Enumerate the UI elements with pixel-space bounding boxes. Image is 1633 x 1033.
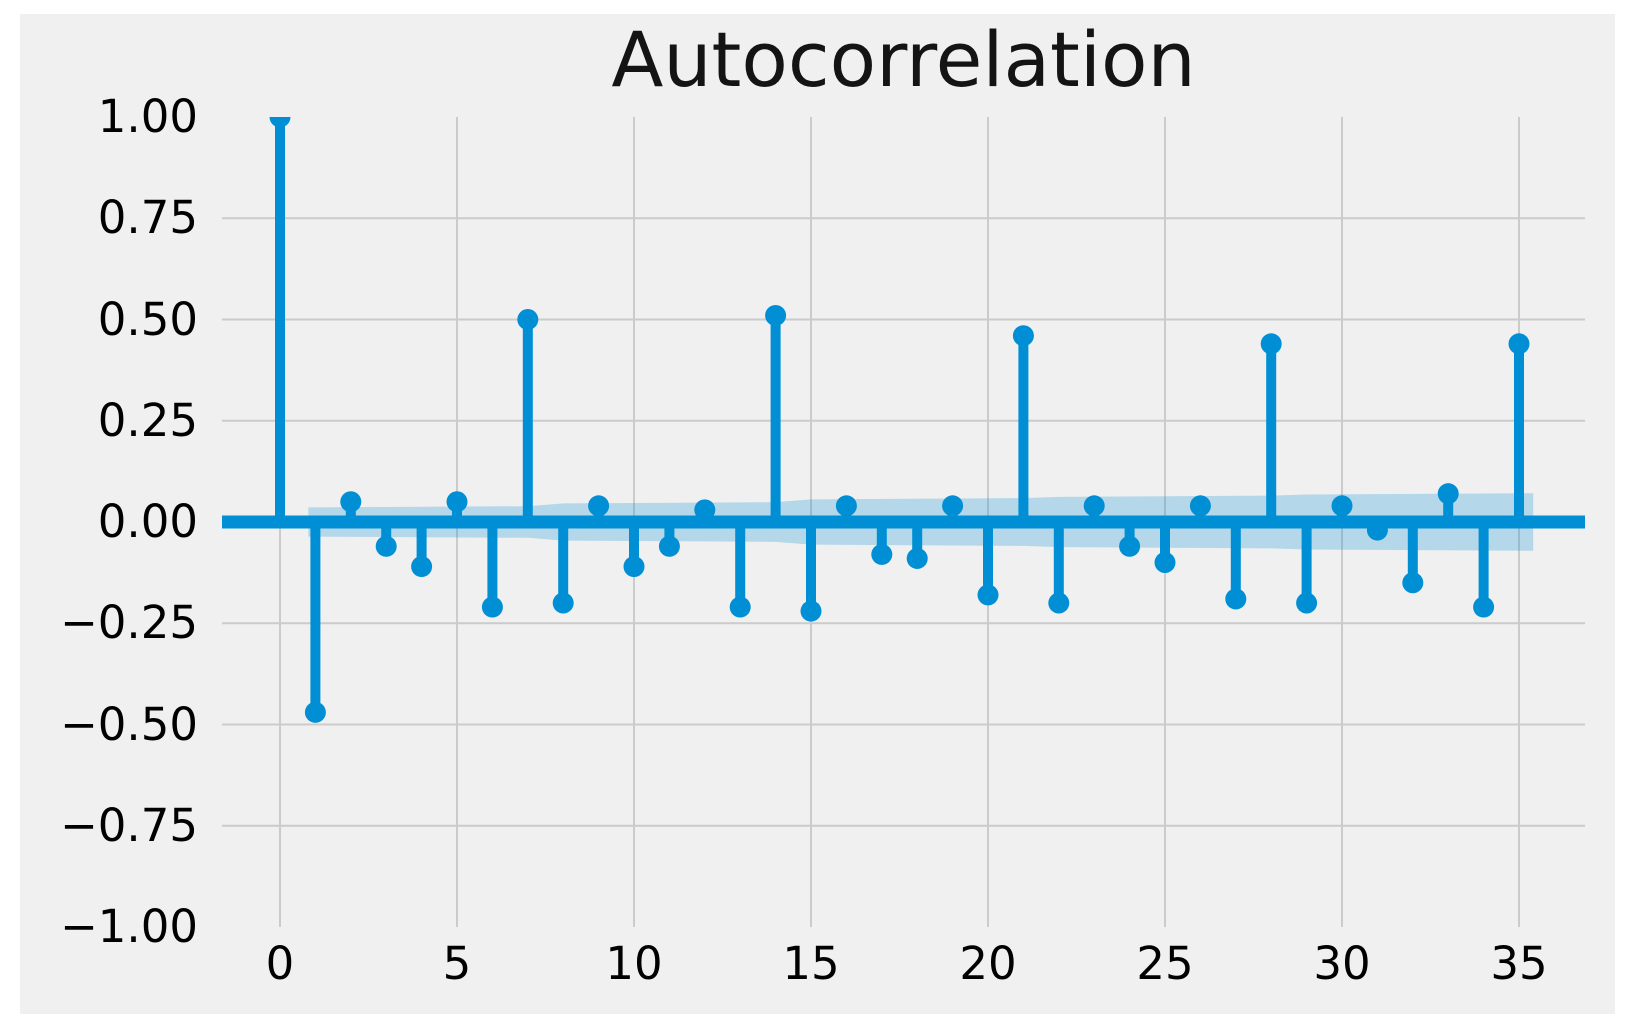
acf-figure: Autocorrelation 1.00 0.75 0.50 0.25 0.00 −0.2… bbox=[20, 14, 1615, 1014]
x-tick-label-5: 5 bbox=[443, 936, 472, 992]
x-tick-label-25: 25 bbox=[1136, 936, 1193, 992]
y-tick-label--0.25: −0.25 bbox=[60, 595, 198, 651]
x-tick-label-0: 0 bbox=[266, 936, 295, 992]
y-tick-label-0: 0.00 bbox=[98, 494, 198, 550]
x-tick-label-30: 30 bbox=[1313, 936, 1370, 992]
acf-marker-lag-25 bbox=[1155, 552, 1176, 573]
acf-marker-lag-15 bbox=[801, 601, 822, 622]
acf-marker-lag-16 bbox=[836, 495, 857, 516]
acf-marker-lag-29 bbox=[1296, 593, 1317, 614]
y-tick-label-0.5: 0.50 bbox=[98, 292, 198, 348]
chart-title: Autocorrelation bbox=[222, 18, 1585, 102]
acf-marker-lag-35 bbox=[1509, 333, 1530, 354]
y-tick-label-0.75: 0.75 bbox=[98, 190, 198, 246]
x-tick-label-20: 20 bbox=[959, 936, 1016, 992]
acf-marker-lag-13 bbox=[730, 597, 751, 618]
acf-marker-lag-33 bbox=[1438, 483, 1459, 504]
acf-marker-lag-9 bbox=[588, 495, 609, 516]
acf-marker-lag-4 bbox=[411, 556, 432, 577]
acf-marker-lag-19 bbox=[942, 495, 963, 516]
acf-marker-lag-3 bbox=[376, 536, 397, 557]
y-tick-label-1: 1.00 bbox=[98, 89, 198, 145]
acf-marker-lag-27 bbox=[1225, 588, 1246, 609]
acf-marker-lag-1 bbox=[305, 702, 326, 723]
acf-marker-lag-21 bbox=[1013, 325, 1034, 346]
acf-marker-lag-18 bbox=[907, 548, 928, 569]
x-tick-label-10: 10 bbox=[605, 936, 662, 992]
y-tick-label--0.5: −0.50 bbox=[60, 697, 198, 753]
acf-marker-lag-23 bbox=[1084, 495, 1105, 516]
acf-marker-lag-11 bbox=[659, 536, 680, 557]
acf-marker-lag-32 bbox=[1402, 572, 1423, 593]
acf-plot-canvas bbox=[222, 117, 1585, 927]
acf-marker-lag-22 bbox=[1048, 593, 1069, 614]
acf-marker-lag-17 bbox=[871, 544, 892, 565]
y-tick-label--0.75: −0.75 bbox=[60, 798, 198, 854]
acf-marker-lag-2 bbox=[340, 491, 361, 512]
acf-marker-lag-30 bbox=[1332, 495, 1353, 516]
plot-area bbox=[222, 117, 1585, 927]
acf-marker-lag-0 bbox=[270, 117, 291, 128]
acf-marker-lag-10 bbox=[624, 556, 645, 577]
acf-marker-lag-7 bbox=[517, 309, 538, 330]
y-tick-label--1: −1.00 bbox=[60, 899, 198, 955]
x-tick-label-35: 35 bbox=[1490, 936, 1547, 992]
x-tick-label-15: 15 bbox=[782, 936, 839, 992]
y-tick-label-0.25: 0.25 bbox=[98, 393, 198, 449]
acf-marker-lag-14 bbox=[765, 305, 786, 326]
acf-marker-lag-28 bbox=[1261, 333, 1282, 354]
acf-marker-lag-6 bbox=[482, 597, 503, 618]
acf-marker-lag-31 bbox=[1367, 520, 1388, 541]
acf-marker-lag-5 bbox=[447, 491, 468, 512]
acf-marker-lag-20 bbox=[978, 584, 999, 605]
acf-marker-lag-24 bbox=[1119, 536, 1140, 557]
acf-marker-lag-12 bbox=[694, 499, 715, 520]
acf-marker-lag-26 bbox=[1190, 495, 1211, 516]
acf-marker-lag-8 bbox=[553, 593, 574, 614]
acf-marker-lag-34 bbox=[1473, 597, 1494, 618]
